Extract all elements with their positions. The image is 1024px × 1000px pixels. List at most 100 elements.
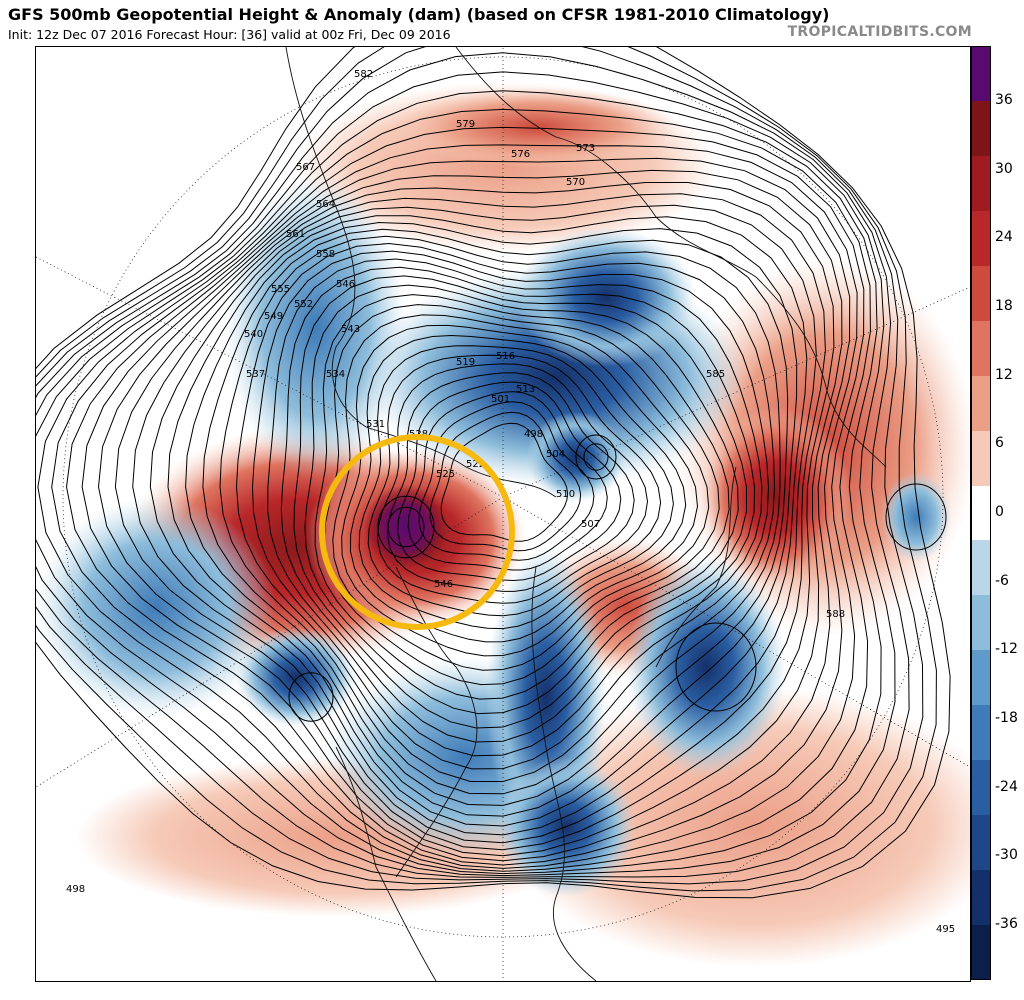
- anomaly-positive-north: [396, 87, 676, 167]
- contour-label: 576: [511, 149, 530, 160]
- coastline-east-na: [531, 566, 597, 981]
- height-contour-line: [358, 345, 674, 630]
- height-contour-line: [65, 144, 858, 866]
- contour-label: 510: [556, 489, 575, 500]
- colorbar-tick-label: 0: [995, 504, 1004, 520]
- contour-label: 504: [546, 449, 565, 460]
- colorbar-swatch: [971, 155, 991, 212]
- height-contour-line: [81, 157, 851, 862]
- coastline-pacific-na: [335, 746, 437, 981]
- contour-label: 558: [316, 249, 335, 260]
- colorbar-tick-label: -18: [995, 710, 1018, 727]
- colorbar-tick-label: -36: [995, 916, 1018, 933]
- height-contour-line: [36, 47, 951, 899]
- contour-label: 555: [271, 284, 290, 295]
- contour-label: 582: [354, 69, 373, 80]
- colorbar-swatch: [971, 815, 991, 871]
- colorbar-tick-label: 24: [995, 229, 1013, 246]
- colorbar-swatch: [971, 46, 991, 102]
- colorbar-swatch: [971, 430, 991, 487]
- colorbar-tick-label: -30: [995, 847, 1018, 864]
- colorbar-tick-label: 12: [995, 366, 1013, 383]
- height-contour-line: [167, 215, 808, 827]
- contour-label: 543: [341, 324, 360, 335]
- contour-label: 588: [826, 609, 845, 620]
- height-contour-line: [37, 108, 871, 872]
- colorbar-tick-label: 36: [995, 91, 1013, 108]
- height-contour-line: [367, 354, 662, 617]
- colorbar-tick-label: 30: [995, 160, 1013, 177]
- colorbar-swatch: [971, 265, 991, 322]
- colorbar-tick-label: 6: [995, 435, 1004, 452]
- contour-label: 552: [294, 299, 313, 310]
- contour-label: 522: [466, 459, 485, 470]
- height-contour-line: [418, 401, 595, 561]
- polar-stereographic-map: 582 579 576 573 570 567 564 561 558 555 552 549 546 5…: [36, 47, 970, 981]
- height-contour-line: [219, 235, 781, 795]
- closed-contour: [575, 434, 617, 480]
- anomaly-negative-siberia: [226, 177, 406, 477]
- chart-title: GFS 500mb Geopotential Height & Anomaly …: [8, 5, 830, 24]
- colorbar-swatch: [971, 760, 991, 816]
- contour-label: 498: [66, 884, 85, 895]
- colorbar-swatch: [971, 485, 991, 541]
- contour-label: 507: [581, 519, 600, 530]
- height-contour-line: [202, 228, 789, 806]
- height-contour-line: [267, 258, 763, 757]
- height-contour-line: [440, 422, 569, 542]
- colorbar-tick-label: 18: [995, 297, 1013, 314]
- height-contour-line: [341, 324, 699, 657]
- closed-contour: [377, 495, 435, 559]
- contour-label: 546: [336, 279, 355, 290]
- contour-label: 570: [566, 177, 585, 188]
- height-contour-line: [36, 47, 924, 885]
- colorbar-tick-label: -12: [995, 641, 1018, 658]
- contour-label: 534: [326, 369, 345, 380]
- colorbar-swatch: [971, 595, 991, 651]
- colorbar-swatch: [971, 870, 991, 926]
- colorbar-swatch: [971, 320, 991, 377]
- colorbar-swatch: [971, 210, 991, 267]
- height-contour-line: [407, 391, 608, 571]
- brand-watermark: TROPICALTIDBITS.COM: [787, 24, 972, 40]
- anomaly-negative-north-atlantic: [626, 557, 786, 777]
- header: GFS 500mb Geopotential Height & Anomaly …: [0, 0, 1024, 46]
- contour-label: 540: [244, 329, 263, 340]
- colorbar-swatch: [971, 705, 991, 761]
- contour-label: 531: [366, 419, 385, 430]
- contour-label: 537: [246, 369, 265, 380]
- colorbar-swatch: [971, 540, 991, 596]
- ridge-contour-label: 546: [434, 579, 453, 590]
- anomaly-positive-subtropics-east: [506, 687, 970, 967]
- contour-label: 579: [456, 119, 475, 130]
- height-contour-line: [293, 275, 747, 729]
- height-contour-line: [235, 242, 776, 782]
- coastlines: [285, 47, 887, 981]
- colorbar-swatch: [971, 375, 991, 432]
- height-contour-line: [304, 284, 739, 715]
- meridian-line: [502, 286, 970, 498]
- height-contour-line: [114, 182, 835, 851]
- parallel-circle: [62, 56, 944, 938]
- coastline-asia: [285, 47, 367, 428]
- coastline-europe: [655, 466, 737, 668]
- chart-subtitle: Init: 12z Dec 07 2016 Forecast Hour: [36…: [8, 27, 451, 42]
- contour-label: 564: [316, 199, 335, 210]
- colorbar-legend: 36 30 24 18 12 6 0 -6 -12 -18 -24 -30 -36: [969, 46, 1024, 981]
- contour-label: 561: [286, 229, 305, 240]
- height-contour-line: [97, 169, 843, 857]
- colorbar-swatch: [971, 100, 991, 157]
- height-contour-line: [377, 363, 649, 604]
- contour-label: 519: [456, 357, 475, 368]
- contour-label: 513: [516, 384, 535, 395]
- contour-label: 516: [496, 351, 515, 362]
- contour-label: 495: [936, 924, 955, 935]
- contour-label: 573: [576, 143, 595, 154]
- contour-label: 525: [436, 469, 455, 480]
- height-contour-line: [280, 266, 756, 743]
- anomaly-negative-gulf-alaska: [236, 627, 356, 727]
- coastline-siberia: [455, 47, 757, 278]
- height-contour-line: [36, 47, 937, 892]
- height-contour-line: [149, 204, 817, 836]
- map-panel: 582 579 576 573 570 567 564 561 558 555 552 549 546 5…: [35, 46, 971, 982]
